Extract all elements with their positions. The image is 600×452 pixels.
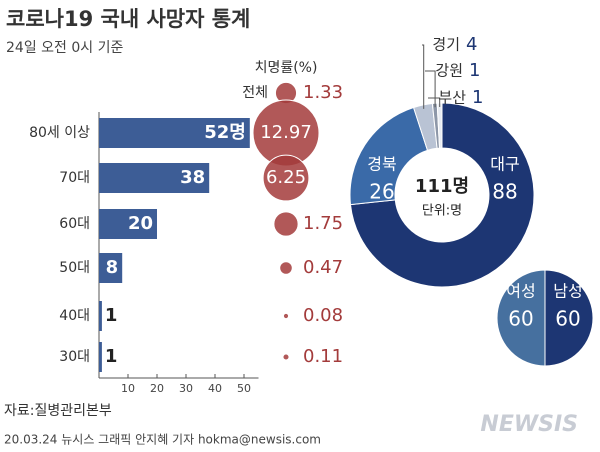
- value-label: 1.75: [303, 213, 343, 234]
- slice-label: 여성: [506, 282, 535, 301]
- value-label: 1: [105, 346, 118, 367]
- bar: [99, 163, 210, 193]
- title: 코로나19 국내 사망자 통계: [6, 7, 250, 31]
- leader-line: [422, 44, 425, 109]
- credit: 20.03.24 뉴시스 그래픽 안지혜 기자 hokma@newsis.com: [4, 433, 321, 447]
- value-label: 8: [106, 257, 119, 278]
- slice-label: 경북: [367, 155, 396, 174]
- value-label: 1.33: [303, 82, 343, 103]
- slice-label: 부산: [438, 89, 466, 107]
- value-label: 1: [105, 305, 118, 326]
- source: 자료:질병관리본부: [4, 403, 112, 419]
- value-label: 52명: [204, 122, 246, 143]
- leader-line: [428, 97, 441, 108]
- bar: [99, 209, 157, 239]
- logo: NEWSIS: [480, 412, 578, 437]
- slice-value: 4: [466, 34, 477, 55]
- slice-value: 1: [469, 60, 480, 81]
- value-label: 0.08: [303, 305, 343, 326]
- category-label: 전체: [242, 85, 268, 101]
- bubble: [279, 261, 293, 275]
- slice-label: 남성: [553, 282, 582, 301]
- category-label: 60대: [59, 216, 90, 232]
- leader-line: [425, 70, 436, 108]
- bubble: [282, 312, 290, 320]
- bar: [99, 253, 123, 283]
- bar: [99, 118, 250, 148]
- donut-subtitle: 단위:명: [422, 204, 462, 219]
- slice-value: 60: [555, 307, 580, 331]
- category-label: 80세 이상: [29, 125, 90, 141]
- category-label: 70대: [59, 170, 90, 186]
- x-tick-label: 20: [150, 382, 164, 395]
- category-label: 50대: [59, 260, 90, 276]
- subtitle: 24일 오전 0시 기준: [6, 40, 123, 56]
- pie-slice: [544, 269, 594, 367]
- slice-value: 1: [472, 87, 483, 108]
- bar: [99, 301, 102, 331]
- value-label: 38: [180, 167, 205, 188]
- bubble-title: 치명률(%): [255, 60, 318, 76]
- slice-label: 경기: [432, 36, 460, 54]
- slice-label: 강원: [435, 62, 463, 80]
- value-label: 0.11: [303, 346, 343, 367]
- pie-slice: [496, 269, 546, 367]
- x-tick-label: 40: [208, 382, 222, 395]
- value-label: 6.25: [266, 167, 306, 188]
- slice-value: 88: [492, 180, 517, 204]
- category-label: 40대: [59, 308, 90, 324]
- category-label: 30대: [59, 349, 90, 365]
- value-label: 20: [128, 213, 153, 234]
- donut-hole: [395, 148, 489, 242]
- bubble: [282, 353, 290, 361]
- slice-value: 60: [508, 307, 533, 331]
- x-tick-label: 50: [237, 382, 251, 395]
- value-label: 0.47: [303, 257, 343, 278]
- bubble: [262, 154, 310, 202]
- donut-title: 111명: [415, 176, 469, 197]
- bubble: [273, 211, 299, 237]
- x-tick-label: 10: [121, 382, 135, 395]
- slice-value: 26: [369, 180, 394, 204]
- bar: [99, 342, 102, 372]
- slice-label: 대구: [490, 155, 519, 174]
- x-tick-label: 30: [179, 382, 193, 395]
- value-label: 12.97: [260, 122, 312, 143]
